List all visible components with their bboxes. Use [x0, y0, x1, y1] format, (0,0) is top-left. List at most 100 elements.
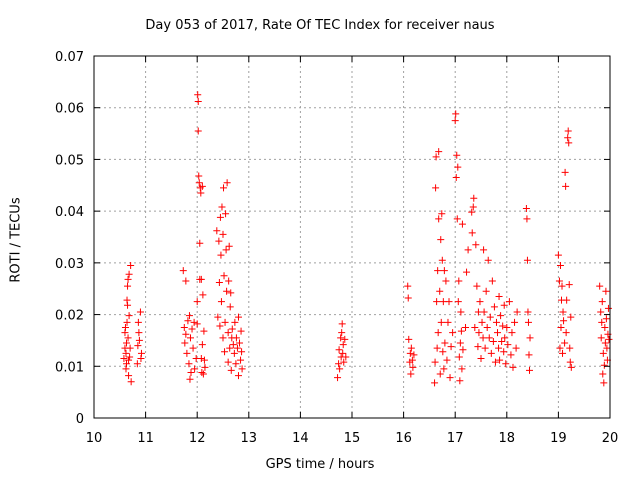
data-point	[127, 261, 135, 269]
data-point	[431, 358, 439, 366]
data-point	[407, 370, 415, 378]
x-tick-label: 11	[137, 431, 154, 446]
data-point	[596, 282, 604, 290]
data-point	[600, 361, 608, 369]
y-tick-label: 0.04	[55, 205, 84, 220]
data-point	[198, 182, 206, 190]
data-point	[597, 308, 605, 316]
data-point	[508, 329, 516, 337]
data-point	[219, 334, 227, 342]
data-point	[232, 334, 240, 342]
data-point	[438, 210, 446, 218]
data-point	[237, 327, 245, 335]
data-point	[436, 287, 444, 295]
data-point	[485, 334, 493, 342]
grid	[94, 56, 610, 418]
data-point	[184, 317, 192, 325]
data-point	[201, 363, 209, 371]
data-point	[454, 298, 462, 306]
data-point	[558, 282, 566, 290]
data-point	[125, 372, 133, 380]
y-axis-ticks: 0 0.01 0.02 0.03 0.04 0.05 0.06 0.07	[55, 50, 610, 427]
data-point	[404, 282, 412, 290]
data-point	[488, 277, 496, 285]
data-point	[438, 256, 446, 264]
data-point	[471, 324, 479, 331]
data-point	[220, 184, 228, 192]
data-point	[236, 339, 244, 347]
data-point	[524, 308, 532, 316]
data-point	[137, 355, 145, 363]
data-point	[455, 277, 463, 285]
data-point	[124, 275, 132, 283]
data-point	[217, 298, 225, 306]
data-point	[490, 303, 498, 311]
data-point	[504, 341, 512, 349]
data-point	[505, 298, 513, 306]
data-point	[190, 318, 198, 326]
chart-title: Day 053 of 2017, Rate Of TEC Index for r…	[145, 18, 495, 33]
data-point	[197, 355, 205, 363]
data-point	[195, 179, 203, 187]
data-point	[567, 313, 575, 321]
data-point	[456, 377, 464, 385]
data-point	[479, 334, 487, 342]
data-point	[127, 378, 135, 386]
data-point	[455, 353, 463, 361]
data-point	[440, 365, 448, 373]
data-point	[561, 339, 569, 347]
data-point	[230, 349, 238, 357]
data-point	[231, 318, 239, 326]
data-point	[194, 127, 202, 135]
data-point	[222, 210, 230, 218]
data-point	[565, 139, 573, 147]
data-point	[404, 294, 412, 302]
data-point	[602, 287, 610, 295]
data-point	[200, 356, 208, 364]
data-point	[458, 220, 466, 228]
data-point	[198, 341, 206, 349]
data-point	[339, 349, 347, 357]
data-point	[221, 318, 229, 326]
data-point	[494, 329, 502, 337]
data-point	[567, 363, 575, 371]
data-point	[556, 344, 564, 352]
data-point	[335, 360, 343, 368]
data-point	[500, 301, 508, 309]
data-point	[489, 337, 497, 345]
x-tick-label: 16	[395, 431, 412, 446]
data-point	[511, 318, 519, 326]
data-point	[217, 251, 225, 259]
data-point	[407, 344, 415, 352]
data-point	[431, 379, 439, 387]
data-point	[556, 261, 564, 269]
data-point	[433, 344, 441, 352]
data-point	[125, 270, 133, 278]
data-point	[180, 324, 188, 331]
x-tick-label: 14	[292, 431, 309, 446]
data-point	[601, 339, 609, 347]
data-point	[491, 358, 499, 366]
x-axis-ticks: 10 11 12 13 14 15 16 17 18 19 20	[86, 56, 618, 446]
data-point	[182, 330, 190, 338]
data-point	[605, 335, 613, 343]
data-point	[435, 148, 443, 156]
data-point	[470, 194, 478, 202]
data-point	[495, 344, 503, 352]
data-point	[194, 98, 202, 106]
data-point	[496, 356, 504, 364]
data-point	[199, 370, 207, 378]
data-point	[475, 329, 483, 337]
data-point	[134, 318, 142, 326]
data-point	[599, 370, 607, 378]
data-point	[137, 349, 145, 357]
data-point	[124, 334, 132, 342]
data-point	[441, 339, 449, 347]
data-point	[223, 179, 231, 187]
data-point	[196, 239, 204, 247]
data-point	[456, 339, 464, 347]
data-point	[224, 329, 232, 337]
data-point	[135, 336, 143, 344]
data-point	[453, 215, 461, 223]
data-point	[336, 365, 344, 373]
